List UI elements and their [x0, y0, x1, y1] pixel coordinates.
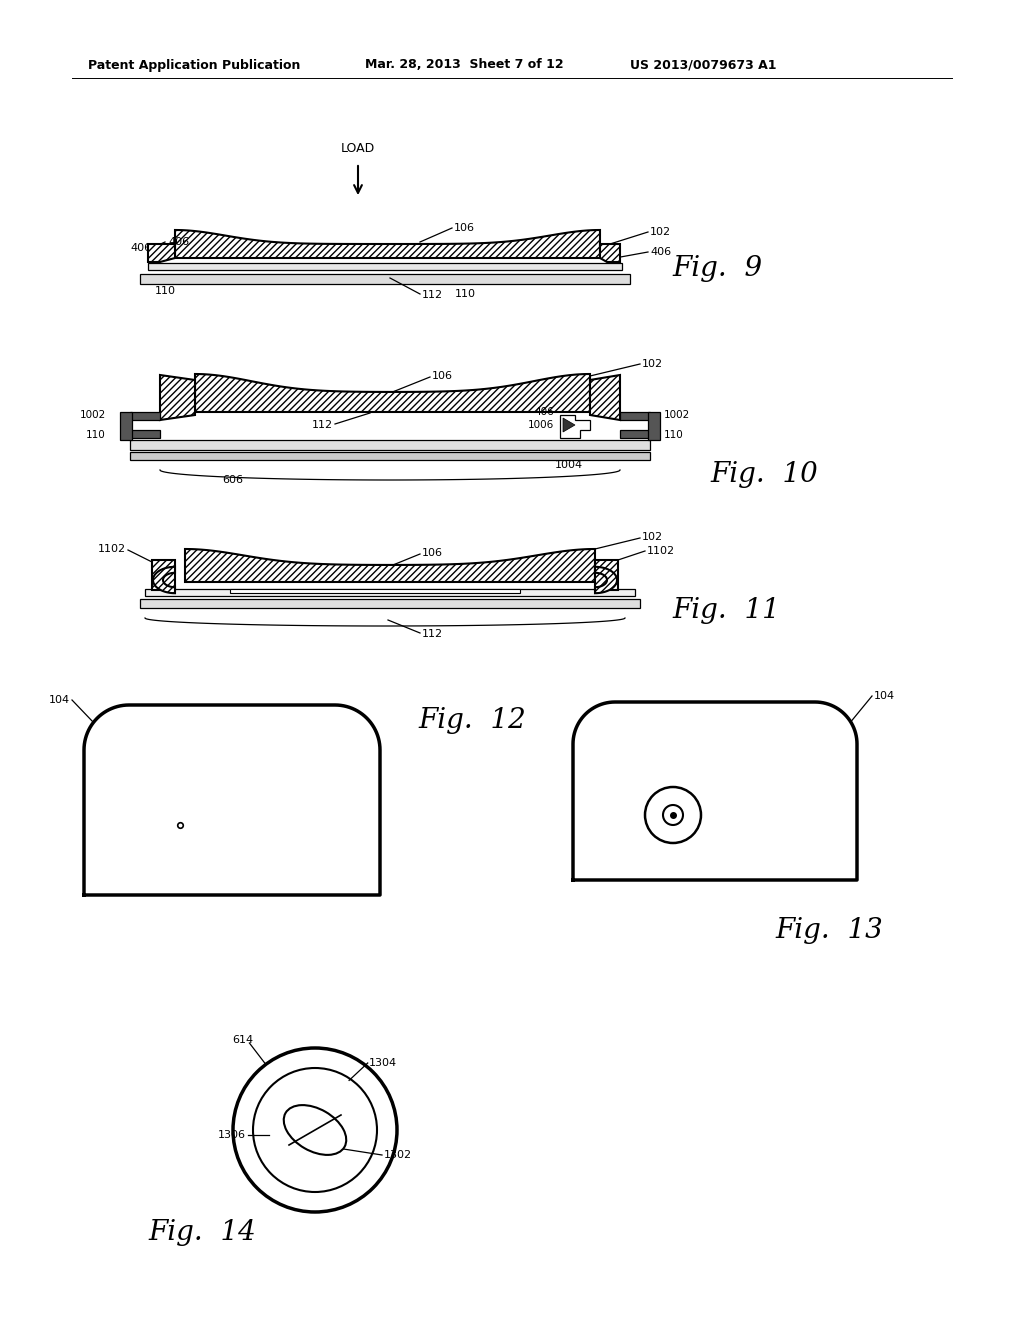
Text: 110: 110 — [155, 286, 176, 296]
Text: 612: 612 — [204, 801, 225, 810]
Text: 106: 106 — [454, 223, 475, 234]
Text: 614: 614 — [710, 832, 731, 842]
Polygon shape — [595, 566, 617, 593]
Text: Fig.  10: Fig. 10 — [710, 462, 818, 488]
Bar — [140, 599, 640, 609]
Polygon shape — [130, 412, 160, 420]
Polygon shape — [620, 412, 650, 420]
Text: Mar. 28, 2013  Sheet 7 of 12: Mar. 28, 2013 Sheet 7 of 12 — [365, 58, 563, 71]
Polygon shape — [563, 418, 575, 432]
Text: 1302: 1302 — [384, 1150, 412, 1160]
Text: 102: 102 — [650, 227, 671, 238]
Text: 1102: 1102 — [98, 544, 126, 554]
Polygon shape — [148, 244, 175, 261]
Bar — [130, 451, 650, 459]
Polygon shape — [560, 414, 590, 438]
Polygon shape — [160, 375, 195, 420]
Text: 110: 110 — [455, 289, 476, 300]
Polygon shape — [195, 374, 590, 412]
Text: 102: 102 — [642, 359, 664, 370]
Text: Fig.  14: Fig. 14 — [148, 1218, 256, 1246]
Text: 110: 110 — [86, 430, 106, 440]
Text: 112: 112 — [422, 630, 443, 639]
Text: 102: 102 — [642, 532, 664, 543]
Text: 1304: 1304 — [369, 1059, 397, 1068]
Bar — [230, 589, 520, 593]
Text: 1006: 1006 — [527, 420, 554, 430]
Text: Fig.  13: Fig. 13 — [775, 916, 883, 944]
Text: 606: 606 — [222, 475, 243, 484]
Text: 106: 106 — [432, 371, 453, 381]
Text: 106: 106 — [422, 548, 443, 558]
Text: 406: 406 — [131, 243, 152, 253]
Text: Patent Application Publication: Patent Application Publication — [88, 58, 300, 71]
Polygon shape — [595, 560, 618, 590]
Polygon shape — [600, 244, 620, 261]
Ellipse shape — [284, 1105, 346, 1155]
Text: US 2013/0079673 A1: US 2013/0079673 A1 — [630, 58, 776, 71]
Bar — [148, 263, 622, 271]
Polygon shape — [153, 566, 175, 593]
Text: 110: 110 — [664, 430, 684, 440]
Text: 1002: 1002 — [80, 411, 106, 420]
Text: Fig.  9: Fig. 9 — [672, 255, 762, 281]
Bar — [140, 275, 630, 284]
Polygon shape — [84, 705, 380, 895]
Text: Fig.  12: Fig. 12 — [418, 706, 525, 734]
Polygon shape — [175, 230, 600, 257]
Polygon shape — [590, 375, 620, 420]
Text: 1004: 1004 — [555, 459, 583, 470]
Bar — [120, 412, 132, 440]
Text: 1306: 1306 — [218, 1130, 246, 1140]
Text: 406: 406 — [163, 411, 182, 420]
Text: 1002: 1002 — [664, 411, 690, 420]
Text: Fig.  11: Fig. 11 — [672, 597, 779, 623]
Polygon shape — [152, 560, 175, 590]
Bar — [130, 440, 650, 450]
Polygon shape — [185, 549, 595, 582]
Bar — [648, 412, 660, 440]
Text: 1302: 1302 — [710, 785, 738, 795]
Bar — [145, 589, 635, 597]
Text: 614: 614 — [232, 1035, 254, 1045]
Text: 104: 104 — [49, 696, 70, 705]
Text: 406: 406 — [535, 407, 554, 417]
Text: 104: 104 — [874, 690, 895, 701]
Polygon shape — [130, 430, 160, 438]
Text: LOAD: LOAD — [341, 143, 375, 154]
Polygon shape — [573, 702, 857, 880]
Text: 1102: 1102 — [647, 546, 675, 556]
Text: 406: 406 — [650, 247, 671, 257]
Polygon shape — [620, 430, 650, 438]
Text: 112: 112 — [422, 290, 443, 300]
Text: 406: 406 — [168, 238, 189, 247]
Text: 112: 112 — [312, 420, 333, 430]
